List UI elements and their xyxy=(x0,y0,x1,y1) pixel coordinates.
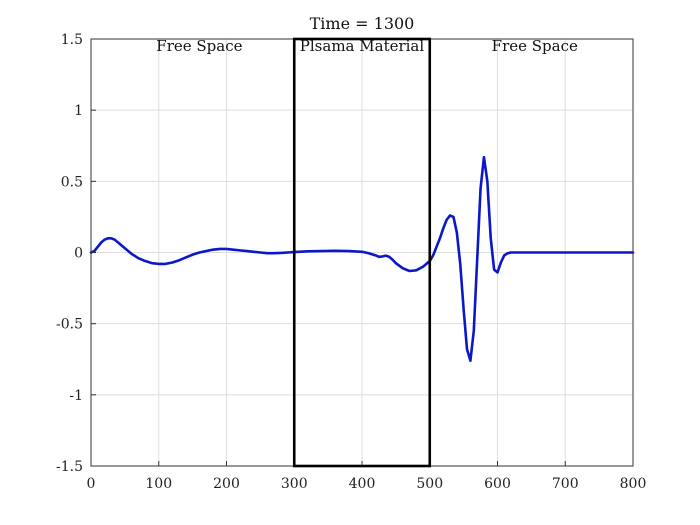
annotations: Free Space Plsama Material Free Space xyxy=(156,37,578,55)
y-tick-label: -1.5 xyxy=(56,459,83,475)
y-tick-label: -1 xyxy=(69,388,83,404)
x-tick-label: 0 xyxy=(87,476,96,492)
material-region-box xyxy=(292,37,432,468)
region-label: Plsama Material xyxy=(300,37,425,55)
region-label: Free Space xyxy=(156,37,242,55)
y-tick-label: -0.5 xyxy=(56,317,83,333)
axes-frame xyxy=(90,37,634,468)
x-tick-label: 400 xyxy=(349,476,376,492)
region-label: Free Space xyxy=(492,37,578,55)
chart-title: Time = 1300 xyxy=(310,14,415,33)
x-tick-label: 200 xyxy=(213,476,240,492)
y-tick-label: 1.5 xyxy=(61,32,83,48)
series-line xyxy=(89,155,635,362)
x-tick-label: 600 xyxy=(484,476,511,492)
x-tick-label: 700 xyxy=(552,476,579,492)
y-tick-label: 1 xyxy=(74,103,83,119)
tick-labels: 0 100 200 300 400 500 600 700 800 1.5 1 0.5 0 -0.5 -1 -… xyxy=(56,32,646,492)
x-tick-label: 500 xyxy=(416,476,443,492)
y-tick-label: 0 xyxy=(74,246,83,262)
x-tick-label: 300 xyxy=(281,476,308,492)
x-tick-label: 800 xyxy=(620,476,647,492)
series-layer xyxy=(89,155,635,362)
x-tick-label: 100 xyxy=(145,476,172,492)
y-tick-label: 0.5 xyxy=(61,174,83,190)
